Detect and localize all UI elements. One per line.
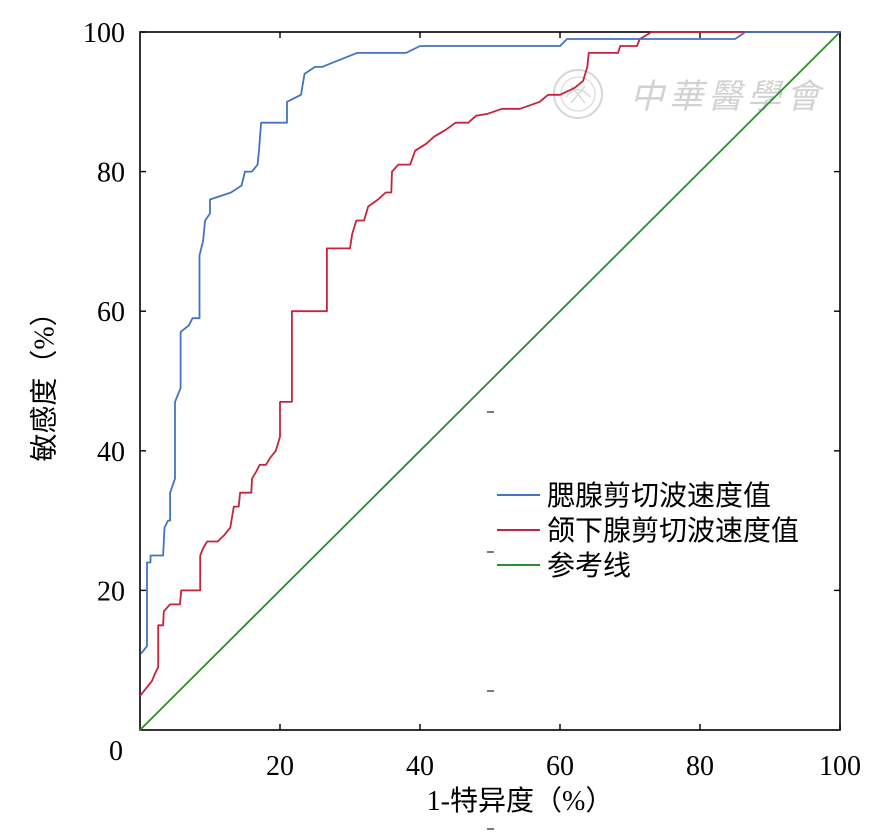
stray-marks — [487, 411, 494, 830]
legend-label-submandibular: 颌下腺剪切波速度值 — [547, 515, 799, 547]
x-tick-label: 40 — [406, 751, 434, 782]
tick-labels: 20 40 60 80 100 20 40 60 80 100 — [83, 18, 861, 782]
y-tick-label: 60 — [97, 297, 125, 328]
plot-frame — [139, 31, 841, 731]
axis-ticks — [140, 31, 841, 730]
x-tick-label: 60 — [546, 751, 574, 782]
y-tick-label: 80 — [97, 158, 125, 189]
submandibular-swe-roc-curve — [139, 31, 841, 696]
parotid-swe-roc-curve — [140, 31, 841, 655]
x-tick-label: 20 — [266, 751, 294, 782]
x-tick-label: 100 — [819, 751, 861, 782]
watermark: 中華醫學會 — [553, 69, 825, 119]
y-tick-label: 20 — [97, 576, 125, 607]
watermark-text: 中華醫學會 — [630, 77, 825, 117]
y-tick-label: 100 — [83, 18, 125, 49]
origin-tick-label: 0 — [109, 736, 123, 767]
x-tick-label: 80 — [686, 751, 714, 782]
y-axis-label: 敏感度（%） — [29, 298, 61, 461]
reference-line — [139, 31, 841, 731]
legend-label-parotid: 腮腺剪切波速度值 — [547, 480, 771, 512]
series-layer — [139, 31, 841, 731]
legend-label-reference: 参考线 — [547, 550, 631, 582]
x-axis-label: 1-特异度（%） — [427, 785, 614, 817]
legend: 腮腺剪切波速度值 颌下腺剪切波速度值 参考线 — [497, 480, 799, 582]
y-tick-label: 40 — [97, 437, 125, 468]
